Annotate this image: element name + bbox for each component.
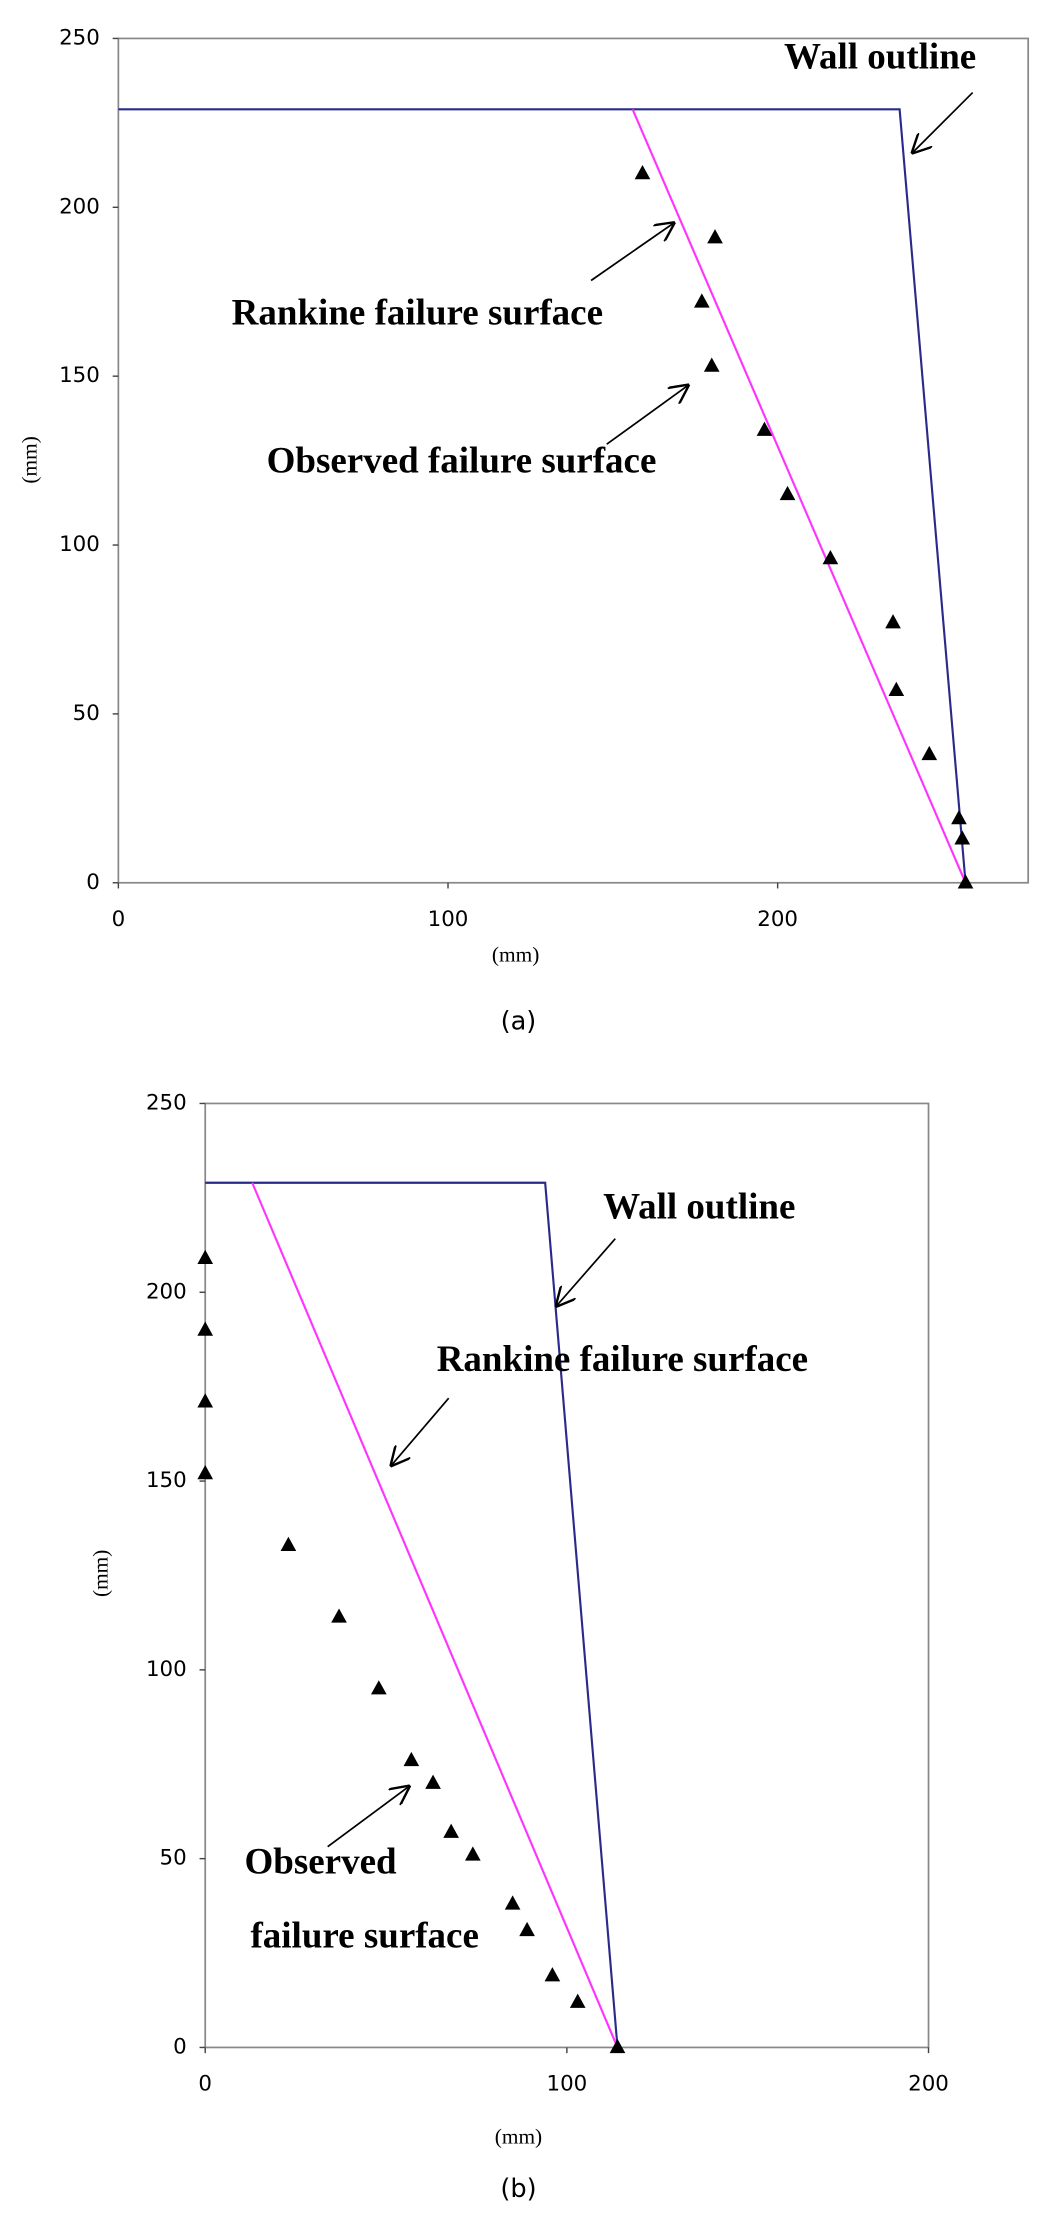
caption: (b) [500, 2174, 536, 2204]
data-point [951, 810, 967, 825]
data-point [888, 681, 905, 696]
x-tick-label: 200 [908, 2071, 949, 2096]
data-point [634, 164, 651, 180]
data-point [197, 1464, 214, 1480]
data-point [443, 1823, 459, 1838]
series-line [118, 108, 967, 883]
y-axis-label: (mm) [17, 436, 41, 483]
x-tick-label: 100 [546, 2071, 587, 2096]
annotation: Wall outline [784, 36, 976, 77]
y-tick-label: 100 [59, 532, 100, 557]
data-point [403, 1751, 420, 1767]
y-tick-label: 150 [146, 1468, 187, 1493]
data-point [707, 229, 723, 244]
x-tick-label: 200 [757, 907, 798, 932]
series-line [205, 1181, 619, 2048]
data-point [370, 1680, 387, 1695]
y-tick-label: 0 [173, 2034, 187, 2059]
annotation-arrow [911, 91, 974, 154]
annotation-arrow [555, 1238, 616, 1307]
data-point [197, 1321, 214, 1336]
x-axis-label: (mm) [492, 943, 539, 967]
series-line [251, 1182, 619, 2048]
y-axis-label: (mm) [89, 1550, 113, 1597]
y-tick-label: 100 [146, 1657, 187, 1682]
annotation: failure surface [250, 1916, 478, 1957]
data-point [609, 2038, 626, 2054]
data-point [331, 1608, 347, 1623]
data-point [197, 1249, 214, 1264]
annotation-arrow [390, 1397, 450, 1466]
data-point [197, 1393, 214, 1408]
data-point [885, 614, 901, 629]
data-point [703, 357, 720, 372]
x-tick-label: 100 [428, 907, 469, 932]
y-tick-label: 250 [146, 1090, 187, 1115]
x-axis-label: (mm) [495, 2124, 542, 2148]
x-tick-label: 0 [198, 2071, 212, 2096]
plot-frame [117, 37, 1030, 884]
data-point [957, 874, 974, 889]
data-point [465, 1846, 481, 1861]
data-point [425, 1774, 441, 1789]
data-point [504, 1895, 521, 1910]
data-point [954, 830, 971, 845]
annotation: Rankine failure surface [437, 1339, 808, 1380]
annotation: Observed [244, 1842, 397, 1883]
annotation-arrow [327, 1785, 411, 1848]
data-point [756, 421, 773, 436]
data-point [280, 1536, 297, 1551]
y-tick-label: 200 [59, 194, 100, 219]
annotation-arrow [590, 222, 675, 282]
y-tick-label: 200 [146, 1279, 187, 1304]
y-tick-label: 0 [86, 870, 100, 895]
caption: (a) [501, 1006, 537, 1036]
annotation-arrow [606, 384, 690, 445]
annotation: Rankine failure surface [232, 293, 603, 334]
annotation: Wall outline [603, 1187, 795, 1228]
data-point [822, 550, 839, 565]
series-line [631, 108, 967, 884]
y-tick-label: 150 [59, 363, 100, 388]
data-point [544, 1967, 561, 1982]
data-point [921, 745, 938, 761]
y-tick-label: 50 [73, 701, 100, 726]
y-tick-label: 50 [160, 1846, 187, 1871]
y-tick-label: 250 [59, 25, 100, 50]
annotation: Observed failure surface [267, 441, 657, 482]
data-point [569, 1993, 586, 2008]
plot-frame [204, 1102, 930, 2049]
data-point [779, 485, 796, 501]
data-point [694, 293, 710, 308]
x-tick-label: 0 [112, 907, 126, 932]
data-point [519, 1921, 535, 1937]
